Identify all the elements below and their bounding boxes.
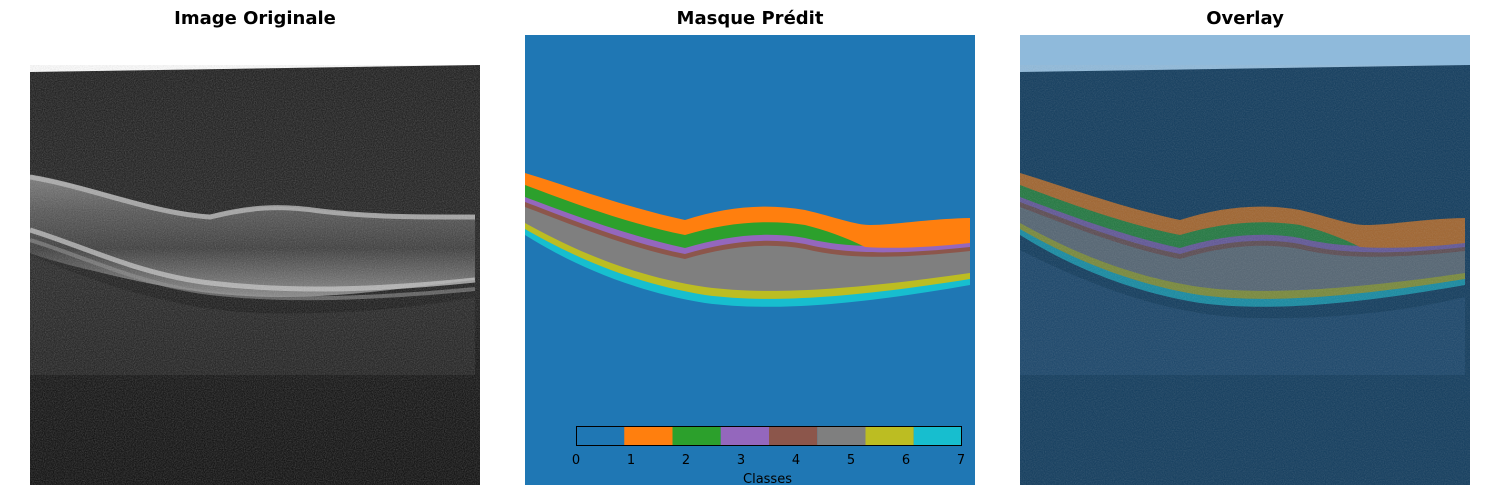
- oct-scan-image: [30, 35, 480, 485]
- colorbar-tick-2: 2: [681, 453, 691, 468]
- colorbar-tick-6: 6: [901, 453, 911, 468]
- predicted-mask-title: Masque Prédit: [676, 8, 824, 29]
- colorbar-tick-0: 0: [571, 453, 581, 468]
- colorbar-class-3: [720, 426, 769, 446]
- colorbar-tick-3: 3: [736, 453, 746, 468]
- colorbar-class-6: [865, 426, 914, 446]
- colorbar-tick-7: 7: [956, 453, 966, 468]
- colorbar-class-7: [913, 426, 962, 446]
- colorbar-class-4: [769, 426, 818, 446]
- colorbar-class-5: [817, 426, 866, 446]
- colorbar-class-2: [672, 426, 721, 446]
- colorbar-tick-1: 1: [626, 453, 636, 468]
- class-colorbar: [576, 426, 962, 446]
- predicted-mask-panel: [525, 35, 975, 485]
- colorbar-tick-4: 4: [791, 453, 801, 468]
- overlay-panel: [1020, 35, 1470, 485]
- overlay-image: [1020, 35, 1470, 485]
- colorbar-class-1: [624, 426, 673, 446]
- original-image-panel: [30, 35, 480, 485]
- colorbar-class-0: [576, 426, 625, 446]
- colorbar-label: Classes: [743, 472, 792, 487]
- original-image-title: Image Originale: [174, 8, 336, 29]
- overlay-title: Overlay: [1206, 8, 1284, 29]
- colorbar-tick-5: 5: [846, 453, 856, 468]
- segmentation-mask: [525, 35, 975, 485]
